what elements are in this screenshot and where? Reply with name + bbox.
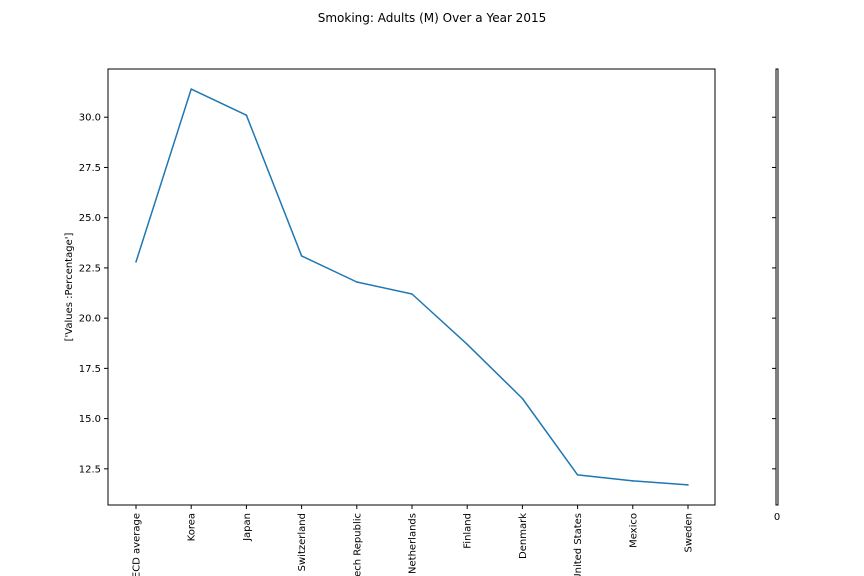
y-tick-label: 15.0 bbox=[79, 414, 101, 425]
x-tick-label: Netherlands bbox=[408, 513, 419, 574]
data-point bbox=[411, 293, 413, 295]
colorbar-ticks bbox=[772, 116, 776, 470]
y-axis: 12.5 15.0 17.5 20.0 22.5 25.0 27.5 30.0 bbox=[79, 113, 108, 475]
x-tick-label: OECD average bbox=[132, 513, 143, 576]
y-tick-label: 22.5 bbox=[79, 263, 101, 274]
data-point bbox=[300, 255, 303, 257]
data-point bbox=[190, 88, 192, 90]
y-tick-label: 30.0 bbox=[79, 113, 101, 124]
data-point bbox=[245, 114, 248, 117]
x-tick-label: Czech Republic bbox=[352, 513, 363, 576]
x-axis: OECD average Korea Japan Switzerland Czech R… bbox=[132, 505, 695, 576]
y-tick-label: 20.0 bbox=[79, 314, 101, 325]
colorbar-frame bbox=[775, 68, 779, 506]
colorbar-tick-label: 0 bbox=[774, 512, 780, 523]
y-axis-label: ['Values :Percentage'] bbox=[64, 233, 75, 342]
data-point bbox=[632, 480, 634, 482]
plot-frame bbox=[107, 68, 716, 506]
x-tick-label: Korea bbox=[187, 513, 198, 541]
y-tick-label: 12.5 bbox=[79, 464, 101, 475]
chart-title: Smoking: Adults (M) Over a Year 2015 bbox=[318, 11, 546, 25]
x-tick-label: Denmark bbox=[518, 513, 529, 559]
x-tick-label: Japan bbox=[242, 513, 253, 542]
data-point bbox=[521, 397, 524, 400]
y-tick-label: 27.5 bbox=[79, 163, 101, 174]
colorbar: 0 bbox=[772, 68, 780, 523]
x-tick-label: United States bbox=[573, 513, 584, 576]
x-tick-label: Mexico bbox=[628, 513, 639, 548]
x-tick-label: Switzerland bbox=[297, 513, 308, 571]
series-line bbox=[135, 88, 689, 486]
x-tick-label: Finland bbox=[463, 513, 474, 549]
data-point bbox=[466, 343, 469, 346]
data-point bbox=[356, 281, 358, 283]
data-point bbox=[576, 474, 579, 476]
x-tick-label: Sweden bbox=[684, 513, 695, 553]
y-tick-label: 25.0 bbox=[79, 213, 101, 224]
data-point bbox=[687, 484, 689, 486]
y-tick-label: 17.5 bbox=[79, 364, 101, 375]
data-point bbox=[135, 261, 137, 263]
series-layer bbox=[135, 88, 689, 486]
